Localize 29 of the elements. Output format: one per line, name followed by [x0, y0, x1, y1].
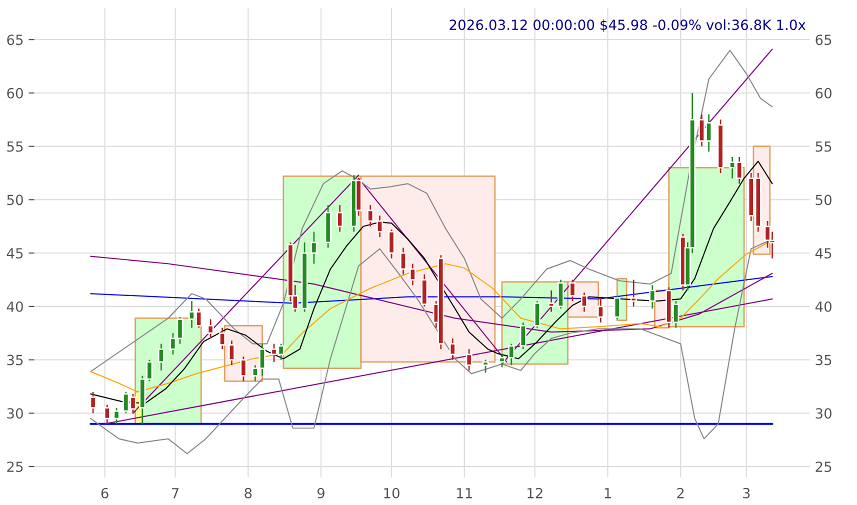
x-tick-label: 3: [743, 488, 750, 498]
x-tick-label: 8: [244, 488, 252, 498]
y2-tick-label: 30: [816, 408, 832, 419]
x-tick-label: 10: [384, 488, 400, 498]
y2-tick-label: 35: [816, 354, 832, 366]
y2-tick-label: 60: [816, 88, 832, 98]
x-tick-label: 1: [604, 488, 611, 498]
y2-tick-label: 25: [816, 462, 832, 472]
text: 2026.03.12 00:00:00 $45.98 -0.09% vol:36.8K 1.0x: [450, 19, 806, 32]
y2-tick-label: 40: [815, 301, 832, 312]
y2-tick-label: 45: [815, 248, 832, 259]
y2-tick-label: 65: [816, 34, 832, 46]
y-tick-label: 60: [7, 88, 23, 98]
y-tick-label: 35: [7, 354, 23, 366]
x-tick-label: 11: [457, 488, 472, 498]
y-tick-label: 40: [6, 301, 23, 312]
y-tick-label: 65: [7, 34, 23, 46]
x-tick-label: 7: [172, 488, 179, 498]
y-tick-label: 50: [7, 194, 23, 206]
x-tick-label: 6: [101, 488, 108, 498]
x-tick-label: 12: [528, 488, 542, 498]
x-tick-label: 2: [677, 488, 684, 498]
x-tick-label: 9: [317, 488, 324, 498]
y-tick-label: 55: [7, 141, 23, 152]
y-tick-label: 30: [7, 408, 23, 419]
y2-tick-label: 55: [816, 141, 832, 152]
y2-tick-label: 50: [816, 194, 832, 206]
y-tick-label: 45: [6, 248, 23, 259]
y-tick-label: 25: [7, 462, 23, 472]
